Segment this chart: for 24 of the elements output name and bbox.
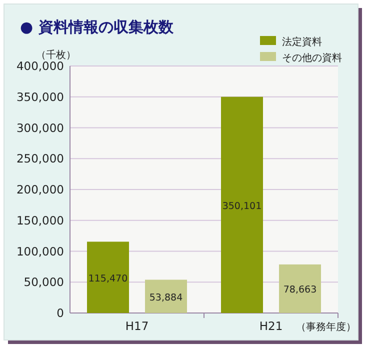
data-label: 115,470 — [88, 273, 128, 284]
data-label: 350,101 — [222, 200, 262, 212]
bar — [87, 242, 129, 313]
bar — [279, 264, 321, 313]
y-tick-label: 300,000 — [16, 120, 64, 135]
x-axis-title: （事務年度） — [296, 321, 356, 333]
y-axis-title: （千枚） — [36, 49, 76, 61]
legend-label: 法定資料 — [282, 36, 322, 48]
y-tick-label: 250,000 — [16, 152, 64, 166]
legend-label: その他の資料 — [282, 52, 342, 64]
y-tick-label: 400,000 — [16, 59, 64, 73]
x-tick-label: H17 — [125, 319, 149, 333]
chart-title: ● 資料情報の収集枚数 — [20, 18, 174, 36]
y-tick-label: 150,000 — [16, 213, 64, 228]
bar — [145, 280, 187, 313]
x-tick-label: H21 — [259, 319, 283, 333]
y-tick-label: 350,000 — [16, 90, 64, 104]
y-tick-label: 0 — [56, 306, 64, 320]
y-tick-label: 50,000 — [24, 275, 64, 290]
data-label: 78,663 — [283, 284, 317, 296]
y-tick-label: 200,000 — [16, 182, 64, 196]
y-tick-label: 100,000 — [16, 244, 64, 258]
data-label: 53,884 — [149, 292, 183, 304]
bar — [221, 96, 263, 313]
